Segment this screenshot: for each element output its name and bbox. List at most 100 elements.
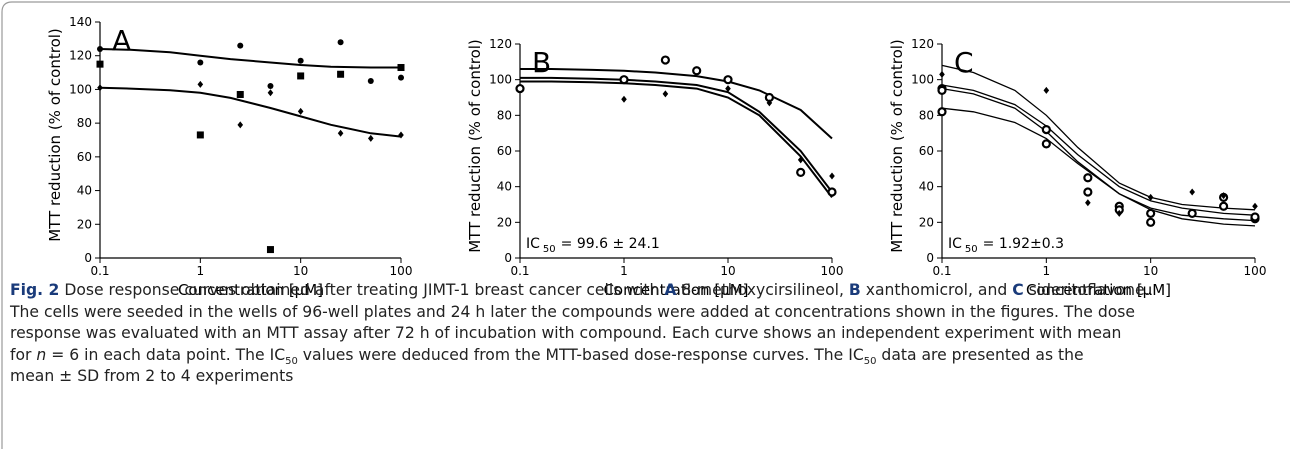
point [796,167,806,177]
point [1116,209,1123,217]
point [662,90,669,98]
x-tick-label: 10 [1143,264,1158,278]
caption-text: mean ± SD from 2 to 4 experiments [10,367,294,386]
point [1250,212,1260,222]
point [96,60,104,68]
y-tick-label: 80 [497,108,512,122]
point [660,55,670,65]
annotation: IC 50 = 1.92±0.3 [948,236,1064,255]
x-axis-label: Concentration [μM] [1026,281,1171,299]
caption-label: Fig. 2 [10,281,60,299]
y-tick-label: 120 [489,37,512,51]
point [197,59,204,66]
caption-panel: C [1012,281,1024,299]
annotation-sub: 50 [965,244,978,255]
point [367,78,374,84]
y-axis-label: MTT reduction (% of control) [46,28,64,242]
fit-curve [941,107,1256,227]
point [829,172,835,180]
point [1083,187,1093,197]
point [236,90,244,98]
caption-text: The cells were seeded in the wells of 96… [10,302,1136,321]
caption-text: values were deduced from the MTT-based d… [297,345,864,364]
point [297,57,304,64]
point [937,107,947,117]
y-tick-label: 80 [919,108,934,122]
point [1043,86,1050,94]
caption-line: mean ± SD from 2 to 4 experiments [10,366,1280,388]
point [197,80,204,88]
annotation-text: IC [526,236,540,252]
point [97,45,103,52]
point [1218,201,1229,211]
annotation: IC 50 = 99.6 ± 24.1 [526,236,660,255]
y-tick-label: 100 [911,73,934,87]
y-tick-label: 0 [926,251,934,265]
caption-line: The cells were seeded in the wells of 96… [10,302,1280,324]
point [619,75,629,85]
y-tick-label: 60 [497,144,512,158]
caption-text: data are presented as the [876,345,1084,364]
point [1252,202,1258,210]
point [337,129,344,137]
point [1083,173,1093,183]
y-tick-label: 60 [919,144,934,158]
caption-text: sideritoflavone. [1023,281,1150,299]
x-tick-label: 10 [720,264,735,278]
panel-label: C [954,46,974,79]
point [398,131,404,139]
panel-label: A [112,24,131,57]
caption-line: response was evaluated with an MTT assay… [10,323,1280,345]
y-tick-label: 100 [69,82,92,96]
fit-curve [941,87,1256,222]
point [97,84,103,92]
point [515,83,525,94]
caption: Fig. 2 Dose response curves obtained aft… [10,280,1280,388]
fit-curve [520,80,833,199]
fit-curve [941,64,1256,211]
caption-panel: A [664,281,677,299]
x-tick-label: 10 [293,264,308,278]
y-tick-label: 140 [69,15,92,29]
y-tick-label: 120 [69,49,92,63]
x-tick-label: 1 [1043,264,1051,278]
point [1146,208,1156,219]
x-tick-label: 100 [1244,264,1267,278]
x-tick-label: 100 [390,264,413,278]
point [266,246,274,254]
caption-text: = 6 in each data point. The IC [46,345,286,364]
x-tick-label: 0.1 [510,264,529,278]
point [398,74,404,81]
caption-sub: 50 [863,355,877,367]
y-axis-label: MTT reduction (% of control) [466,39,484,253]
point [1147,193,1154,201]
point [1041,125,1051,135]
fit-curve [99,86,402,138]
point [267,89,274,97]
caption-text: response was evaluated with an MTT assay… [10,324,1122,343]
point [196,131,204,139]
x-tick-label: 0.1 [90,264,109,278]
y-tick-label: 40 [77,184,92,198]
x-tick-label: 1 [197,264,205,278]
caption-text: 8-methoxycirsilineol, [676,281,849,299]
point [1220,192,1227,200]
caption-line: for n = 6 in each data point. The IC50 v… [10,345,1280,367]
y-tick-label: 20 [77,217,92,231]
x-tick-label: 1 [620,264,628,278]
point [1146,217,1156,227]
point [621,95,627,103]
annotation-text: IC [948,236,962,252]
caption-text: xanthomicrol, and [860,281,1013,299]
point [1189,188,1195,196]
point [297,72,305,80]
x-axis-label: Concentration [μM] [603,281,748,299]
x-axis-label: Concentration [μM] [178,281,323,299]
y-tick-label: 100 [489,73,512,87]
annotation-text: = 1.92±0.3 [983,236,1064,252]
caption-text: Dose response curves obtained after trea… [59,281,665,299]
y-tick-label: 60 [77,150,92,164]
point [797,156,804,164]
